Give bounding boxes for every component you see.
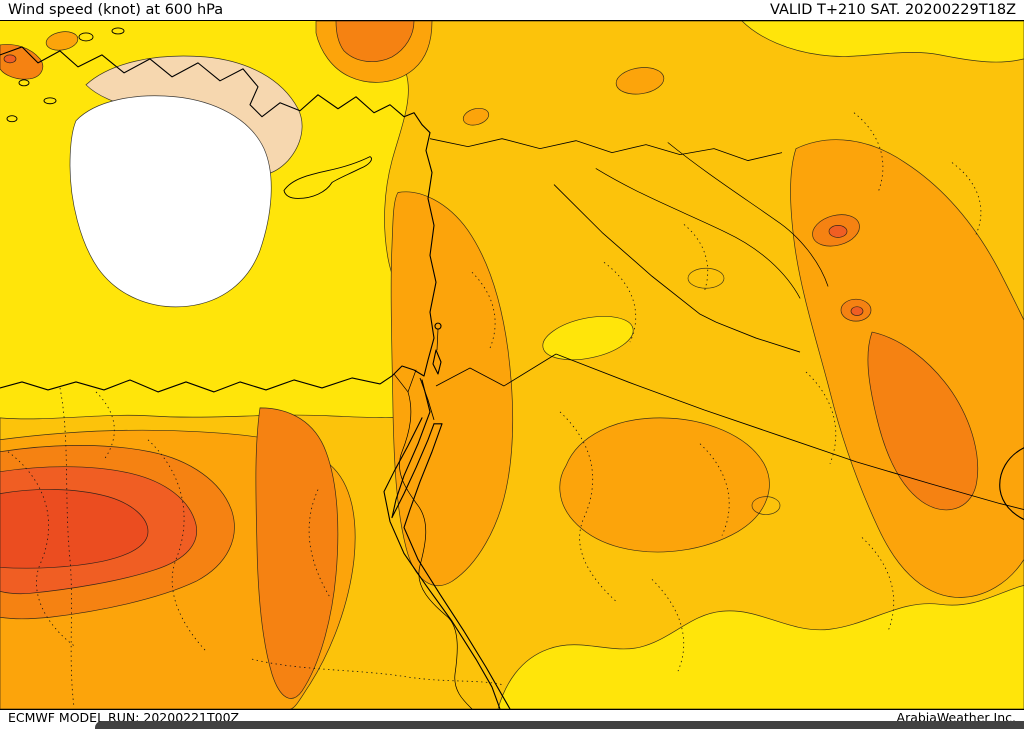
bottom-dark-bar [95,721,1024,729]
border-jordan-saudi-zigzag [435,353,557,387]
contour-ring-2 [751,496,781,515]
coastlines [0,27,1024,709]
yellow-band-bottom [497,584,1024,709]
model-run-label: ECMWF MODEL RUN: 20200221T00Z [8,710,240,725]
white-calm-center [69,95,272,308]
orange-region-center [559,417,770,553]
map-footer: ECMWF MODEL RUN: 20200221T00Z ArabiaWeat… [0,710,1024,729]
aegean-island-1 [18,79,30,87]
red-dot-east-2 [850,306,864,316]
aegean-island-5 [111,27,125,35]
border-iraq-iran [715,321,801,353]
country-borders [419,138,1024,510]
nile-river [399,391,473,709]
wind-field-fill-regions [0,21,1024,709]
gulf-of-suez-east-shore [391,411,431,519]
dotted-border-13 [951,162,982,235]
dotted-border-9 [651,579,685,672]
border-turkey-south [429,138,783,162]
gulf-of-aqaba-east-shore-arabian-redsea [403,423,511,709]
suez-canal [421,379,431,413]
dark-orange-band-redsea [255,407,339,699]
dotted-border-7 [805,371,837,464]
map-title: Wind speed (knot) at 600 hPa [8,2,224,18]
deep-red-jetcore-inner [0,489,149,569]
orange-spot-north [615,67,665,95]
map-canvas [0,20,1024,710]
map-header: Wind speed (knot) at 600 hPa VALID T+210… [0,0,1024,20]
orange-spot-syria [462,107,490,126]
dotted-border-14 [471,271,496,349]
border-egypt-israel [419,377,435,420]
dark-orange-patch-east [867,331,979,511]
brand-label: ArabiaWeather Inc. [896,710,1016,725]
dotted-border-4 [308,489,331,598]
persian-gulf-head [999,447,1024,521]
valid-time-label: VALID T+210 SAT. 20200229T18Z [770,2,1016,18]
dotted-border-3 [95,391,115,460]
orange-bit-corner-nw-2 [45,31,79,51]
dotted-border-12 [853,112,884,193]
nile-delta-branches [393,369,417,393]
yellow-band-top-right [741,21,1024,63]
dotted-border-6 [699,443,730,536]
dead-sea [432,349,442,375]
dotted-border-16 [59,387,75,708]
coast-turkey-levant-egypt [0,46,437,393]
rivers [393,142,829,709]
border-iraq-saudi-long [555,353,1024,510]
red-dot-east-1 [828,225,848,238]
dotted-border-1 [7,451,77,648]
tigris-river [667,142,829,287]
cyprus-island [283,156,372,199]
orange-region-levant [390,191,513,586]
yellow-pocket-iraq [542,316,634,361]
aegean-island-2 [43,97,57,105]
red-bit-corner-nw [3,54,17,64]
jordan-river [436,328,439,351]
aegean-island-4 [78,32,94,42]
dark-orange-core-top-center [335,21,415,63]
aegean-island-3 [6,115,18,123]
wind-speed-contour-map [0,21,1024,709]
euphrates-river [595,168,801,299]
gulf-of-suez-west-shore-african-redsea [383,417,501,709]
gulf-of-aqaba-west-shore [391,423,435,519]
admin-dotted-borders [7,112,982,708]
border-syria-iraq [553,184,717,323]
contour-ring-1 [687,267,725,289]
